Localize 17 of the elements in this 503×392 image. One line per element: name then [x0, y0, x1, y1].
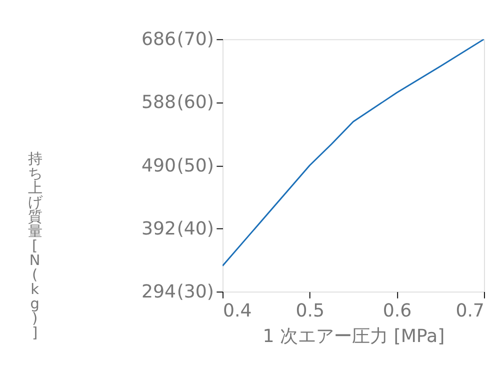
y2-tick-label: (40): [176, 218, 214, 240]
x-tick-label: 0.7: [456, 300, 484, 322]
x-tick-label: 0.5: [296, 300, 325, 322]
text: 持ち上げ質量[N(kg)]: [28, 152, 42, 342]
x-tick-label: 0.6: [382, 300, 412, 322]
x-tick-label: 0.4: [223, 300, 252, 322]
y-tick-label: 392: [141, 218, 176, 240]
y-tick-label: 686: [141, 29, 176, 50]
line-series: [222, 39, 484, 267]
y2-tick-label: (50): [176, 155, 214, 176]
y2-tick-label: (70): [176, 29, 214, 50]
y-tick-label: 490: [141, 155, 176, 176]
x-axis-title: 1 次エアー圧力 [MPa]: [262, 326, 445, 347]
y2-tick-label: (30): [176, 281, 214, 302]
y-tick-label: 294: [141, 281, 176, 302]
y-tick-label: 588: [141, 92, 176, 114]
y2-tick-label: (60): [176, 92, 214, 114]
